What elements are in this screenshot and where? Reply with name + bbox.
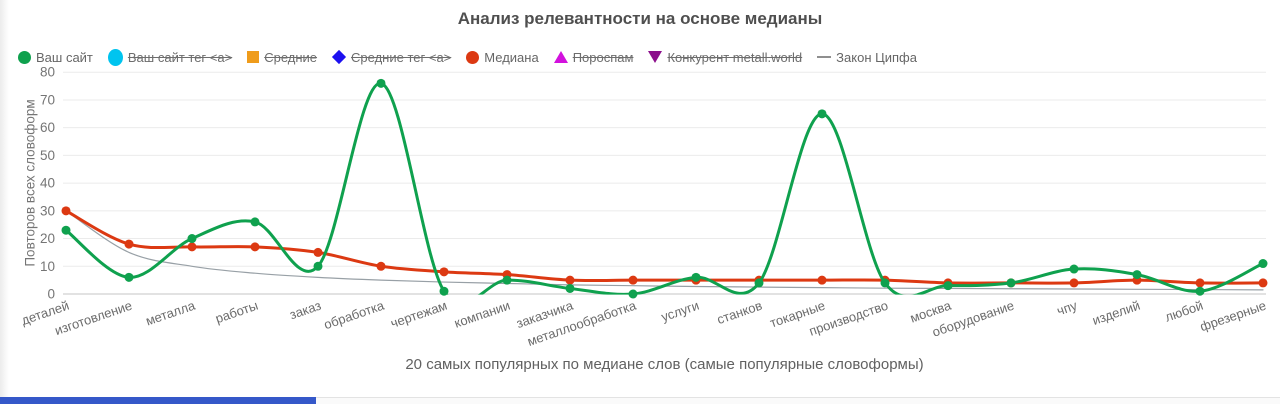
data-point-ваш-сайт[interactable] [1132, 270, 1142, 280]
y-tick-label: 0 [47, 287, 55, 302]
data-point-медиана[interactable] [124, 239, 134, 249]
data-point-ваш-сайт[interactable] [1069, 264, 1079, 274]
legend-label: Закон Ципфа [836, 49, 917, 65]
data-point-ваш-сайт[interactable] [754, 278, 764, 288]
legend-item-4[interactable]: Медиана [466, 49, 539, 65]
y-tick-label: 70 [40, 92, 55, 107]
scrollbar-thumb[interactable] [0, 397, 316, 404]
triangle-up-marker-icon [553, 51, 568, 63]
data-point-медиана[interactable] [817, 275, 827, 285]
data-point-медиана[interactable] [250, 242, 260, 252]
legend-label: Средние тег <a> [351, 49, 452, 65]
y-tick-label: 60 [40, 120, 55, 135]
x-category-label: чертежам [389, 298, 449, 331]
square-marker-icon [247, 51, 260, 63]
x-category-label: фрезерные [1198, 298, 1268, 335]
y-tick-label: 20 [40, 231, 55, 246]
legend-label: Ваш сайт [36, 49, 93, 65]
legend-label: Средние [264, 49, 318, 65]
data-point-ваш-сайт[interactable] [502, 275, 512, 285]
data-point-медиана[interactable] [313, 247, 323, 257]
data-point-ваш-сайт[interactable] [250, 217, 260, 227]
y-tick-label: 50 [40, 148, 55, 163]
y-tick-label: 40 [40, 176, 55, 191]
legend-item-2[interactable]: Средние [247, 50, 317, 65]
data-point-медиана[interactable] [1069, 278, 1079, 288]
series-line-ваш-сайт [64, 81, 1265, 295]
y-tick-label: 80 [40, 65, 55, 80]
data-point-ваш-сайт[interactable] [313, 261, 323, 271]
data-point-ваш-сайт[interactable] [943, 281, 953, 291]
legend-label: Конкурент metall.world [667, 49, 803, 65]
data-point-медиана[interactable] [376, 261, 386, 271]
data-point-медиана[interactable] [1195, 278, 1205, 288]
x-category-label: компании [452, 298, 512, 331]
data-point-ваш-сайт[interactable] [1006, 278, 1016, 288]
x-category-label: металла [144, 297, 198, 328]
circle-marker-icon [18, 50, 31, 64]
y-tick-label: 30 [40, 203, 55, 218]
circle-big-marker-icon [107, 48, 123, 66]
data-point-ваш-сайт[interactable] [1195, 286, 1205, 296]
x-axis-title: 20 самых популярных по медиане слов (сам… [405, 356, 924, 373]
x-category-label: услуги [659, 298, 701, 325]
data-point-ваш-сайт[interactable] [187, 234, 197, 244]
data-point-медиана[interactable] [628, 275, 638, 285]
legend-label: Ваш сайт тег <a> [127, 49, 233, 65]
data-point-ваш-сайт[interactable] [61, 225, 71, 235]
legend-item-0[interactable]: Ваш сайт [18, 50, 93, 65]
x-category-label: чпу [1055, 297, 1080, 318]
x-category-label: заказ [288, 298, 323, 323]
legend-item-6[interactable]: Конкурент metall.world [648, 50, 802, 65]
data-point-медиана[interactable] [61, 206, 71, 216]
circle-marker-icon [466, 50, 480, 64]
series-line-закон-ципфа [65, 210, 1264, 291]
legend-item-1[interactable]: Ваш сайт тег <a> [107, 48, 233, 66]
triangle-down-marker-icon [648, 51, 663, 63]
data-point-ваш-сайт[interactable] [439, 286, 449, 296]
chart-title: Анализ релевантности на основе медианы [457, 9, 823, 28]
legend-label: Медиана [484, 49, 539, 65]
data-point-ваш-сайт[interactable] [565, 283, 575, 293]
data-point-ваш-сайт[interactable] [880, 278, 890, 288]
data-point-ваш-сайт[interactable] [817, 109, 827, 119]
data-point-медиана[interactable] [1258, 278, 1268, 288]
legend-item-5[interactable]: Пороспам [553, 49, 634, 65]
data-point-ваш-сайт[interactable] [691, 272, 701, 282]
data-point-медиана[interactable] [439, 267, 449, 277]
data-point-ваш-сайт[interactable] [628, 289, 638, 299]
x-category-label: металлообработка [525, 297, 638, 349]
data-point-ваш-сайт[interactable] [124, 272, 134, 282]
data-point-ваш-сайт[interactable] [376, 78, 386, 88]
x-category-label: станков [715, 298, 764, 327]
legend-item-3[interactable]: Средние тег <a> [331, 49, 452, 65]
data-point-медиана[interactable] [187, 242, 197, 252]
legend-label: Пороспам [572, 49, 634, 65]
y-tick-label: 10 [40, 259, 55, 274]
horizontal-scrollbar-track[interactable] [0, 397, 1280, 404]
line-marker-icon [817, 56, 832, 58]
chart-legend: Ваш сайт Ваш сайт тег <a> Средние Средние т… [18, 46, 917, 68]
data-point-ваш-сайт[interactable] [1258, 259, 1268, 269]
x-category-label: обработка [322, 297, 387, 332]
x-category-label: изделий [1090, 298, 1142, 328]
page-left-edge [0, 0, 9, 404]
y-axis-title: Повторов всех словоформ [22, 99, 38, 267]
data-point-медиана[interactable] [565, 275, 575, 285]
x-category-label: работы [213, 298, 260, 327]
legend-item-7[interactable]: Закон Ципфа [817, 50, 917, 65]
